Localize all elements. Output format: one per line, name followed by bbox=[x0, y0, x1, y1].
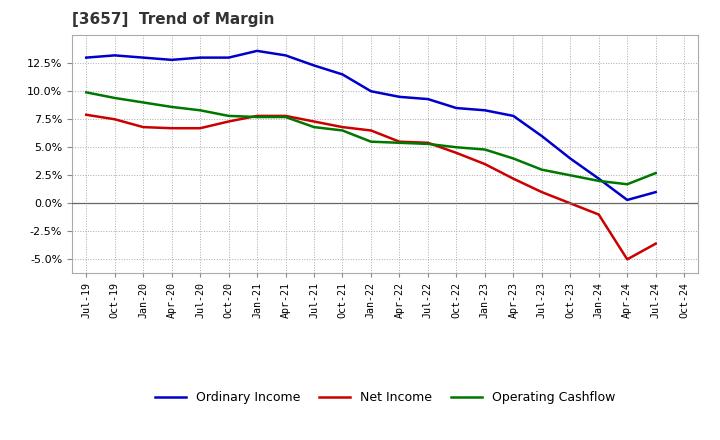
Ordinary Income bbox=[167, 57, 176, 62]
Text: [3657]  Trend of Margin: [3657] Trend of Margin bbox=[72, 12, 274, 27]
Net Income bbox=[537, 190, 546, 195]
Operating Cashflow bbox=[566, 172, 575, 178]
Ordinary Income bbox=[139, 55, 148, 60]
Ordinary Income bbox=[366, 88, 375, 94]
Ordinary Income bbox=[423, 96, 432, 102]
Net Income bbox=[480, 161, 489, 167]
Legend: Ordinary Income, Net Income, Operating Cashflow: Ordinary Income, Net Income, Operating C… bbox=[150, 386, 621, 409]
Ordinary Income bbox=[509, 113, 518, 118]
Line: Net Income: Net Income bbox=[86, 115, 656, 259]
Net Income bbox=[452, 150, 461, 155]
Line: Ordinary Income: Ordinary Income bbox=[86, 51, 656, 200]
Net Income bbox=[110, 117, 119, 122]
Net Income bbox=[225, 119, 233, 124]
Net Income bbox=[82, 112, 91, 117]
Net Income bbox=[139, 125, 148, 130]
Operating Cashflow bbox=[395, 140, 404, 146]
Operating Cashflow bbox=[338, 128, 347, 133]
Operating Cashflow bbox=[452, 145, 461, 150]
Ordinary Income bbox=[480, 108, 489, 113]
Net Income bbox=[395, 139, 404, 144]
Ordinary Income bbox=[110, 53, 119, 58]
Net Income bbox=[196, 125, 204, 131]
Ordinary Income bbox=[623, 197, 631, 202]
Operating Cashflow bbox=[423, 141, 432, 147]
Ordinary Income bbox=[652, 190, 660, 195]
Operating Cashflow bbox=[509, 156, 518, 161]
Net Income bbox=[509, 176, 518, 181]
Operating Cashflow bbox=[282, 114, 290, 120]
Operating Cashflow bbox=[167, 104, 176, 110]
Ordinary Income bbox=[537, 133, 546, 139]
Net Income bbox=[167, 125, 176, 131]
Ordinary Income bbox=[338, 72, 347, 77]
Operating Cashflow bbox=[110, 95, 119, 101]
Ordinary Income bbox=[225, 55, 233, 60]
Operating Cashflow bbox=[82, 90, 91, 95]
Net Income bbox=[310, 119, 318, 124]
Net Income bbox=[566, 201, 575, 206]
Ordinary Income bbox=[566, 156, 575, 161]
Operating Cashflow bbox=[595, 178, 603, 183]
Operating Cashflow bbox=[196, 108, 204, 113]
Ordinary Income bbox=[595, 176, 603, 181]
Ordinary Income bbox=[282, 53, 290, 58]
Net Income bbox=[652, 241, 660, 246]
Operating Cashflow bbox=[623, 182, 631, 187]
Operating Cashflow bbox=[652, 170, 660, 176]
Net Income bbox=[366, 128, 375, 133]
Net Income bbox=[423, 140, 432, 146]
Ordinary Income bbox=[452, 106, 461, 111]
Net Income bbox=[253, 113, 261, 118]
Ordinary Income bbox=[253, 48, 261, 54]
Ordinary Income bbox=[82, 55, 91, 60]
Operating Cashflow bbox=[225, 113, 233, 118]
Net Income bbox=[623, 257, 631, 262]
Ordinary Income bbox=[196, 55, 204, 60]
Net Income bbox=[338, 125, 347, 130]
Net Income bbox=[282, 113, 290, 118]
Operating Cashflow bbox=[480, 147, 489, 152]
Operating Cashflow bbox=[537, 167, 546, 172]
Operating Cashflow bbox=[310, 125, 318, 130]
Operating Cashflow bbox=[253, 114, 261, 120]
Operating Cashflow bbox=[366, 139, 375, 144]
Line: Operating Cashflow: Operating Cashflow bbox=[86, 92, 656, 184]
Ordinary Income bbox=[395, 94, 404, 99]
Ordinary Income bbox=[310, 63, 318, 68]
Net Income bbox=[595, 212, 603, 217]
Operating Cashflow bbox=[139, 100, 148, 105]
